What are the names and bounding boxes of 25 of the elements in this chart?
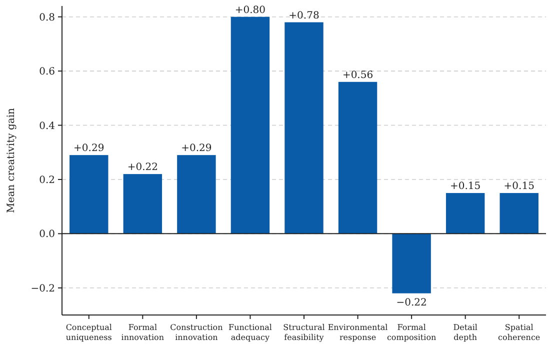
y-tick-label: 0.8 bbox=[39, 12, 55, 24]
x-tick-label: Formal composition bbox=[386, 323, 436, 342]
x-tick-label: Construction innovation bbox=[170, 323, 223, 342]
x-tick-label: Conceptual uniqueness bbox=[66, 323, 112, 342]
y-tick-label: −0.2 bbox=[30, 283, 55, 294]
x-tick-label: Detail depth bbox=[453, 323, 478, 342]
y-tick-label: 0.2 bbox=[39, 174, 55, 186]
y-tick-label: 0.6 bbox=[39, 66, 55, 78]
data-label: +0.56 bbox=[342, 70, 374, 81]
data-label: +0.29 bbox=[181, 143, 212, 154]
y-axis-title: Mean creativity gain bbox=[6, 107, 17, 213]
data-label: +0.15 bbox=[450, 181, 481, 192]
data-label: +0.80 bbox=[234, 4, 266, 16]
data-label: +0.29 bbox=[74, 143, 104, 154]
x-tick-label: Structural feasibility bbox=[283, 323, 326, 342]
data-label: +0.78 bbox=[288, 10, 320, 22]
y-tick-label: 0.0 bbox=[39, 229, 55, 240]
data-label: +0.22 bbox=[127, 162, 158, 174]
x-tick-label: Formal innovation bbox=[121, 323, 164, 342]
x-tick-label: Functional adequacy bbox=[228, 323, 272, 342]
data-label: +0.15 bbox=[504, 181, 534, 192]
data-label: −0.22 bbox=[396, 297, 427, 308]
y-tick-label: 0.4 bbox=[39, 120, 55, 132]
x-tick-label: Spatial coherence bbox=[498, 323, 540, 342]
x-tick-label: Environmental response bbox=[328, 323, 388, 342]
